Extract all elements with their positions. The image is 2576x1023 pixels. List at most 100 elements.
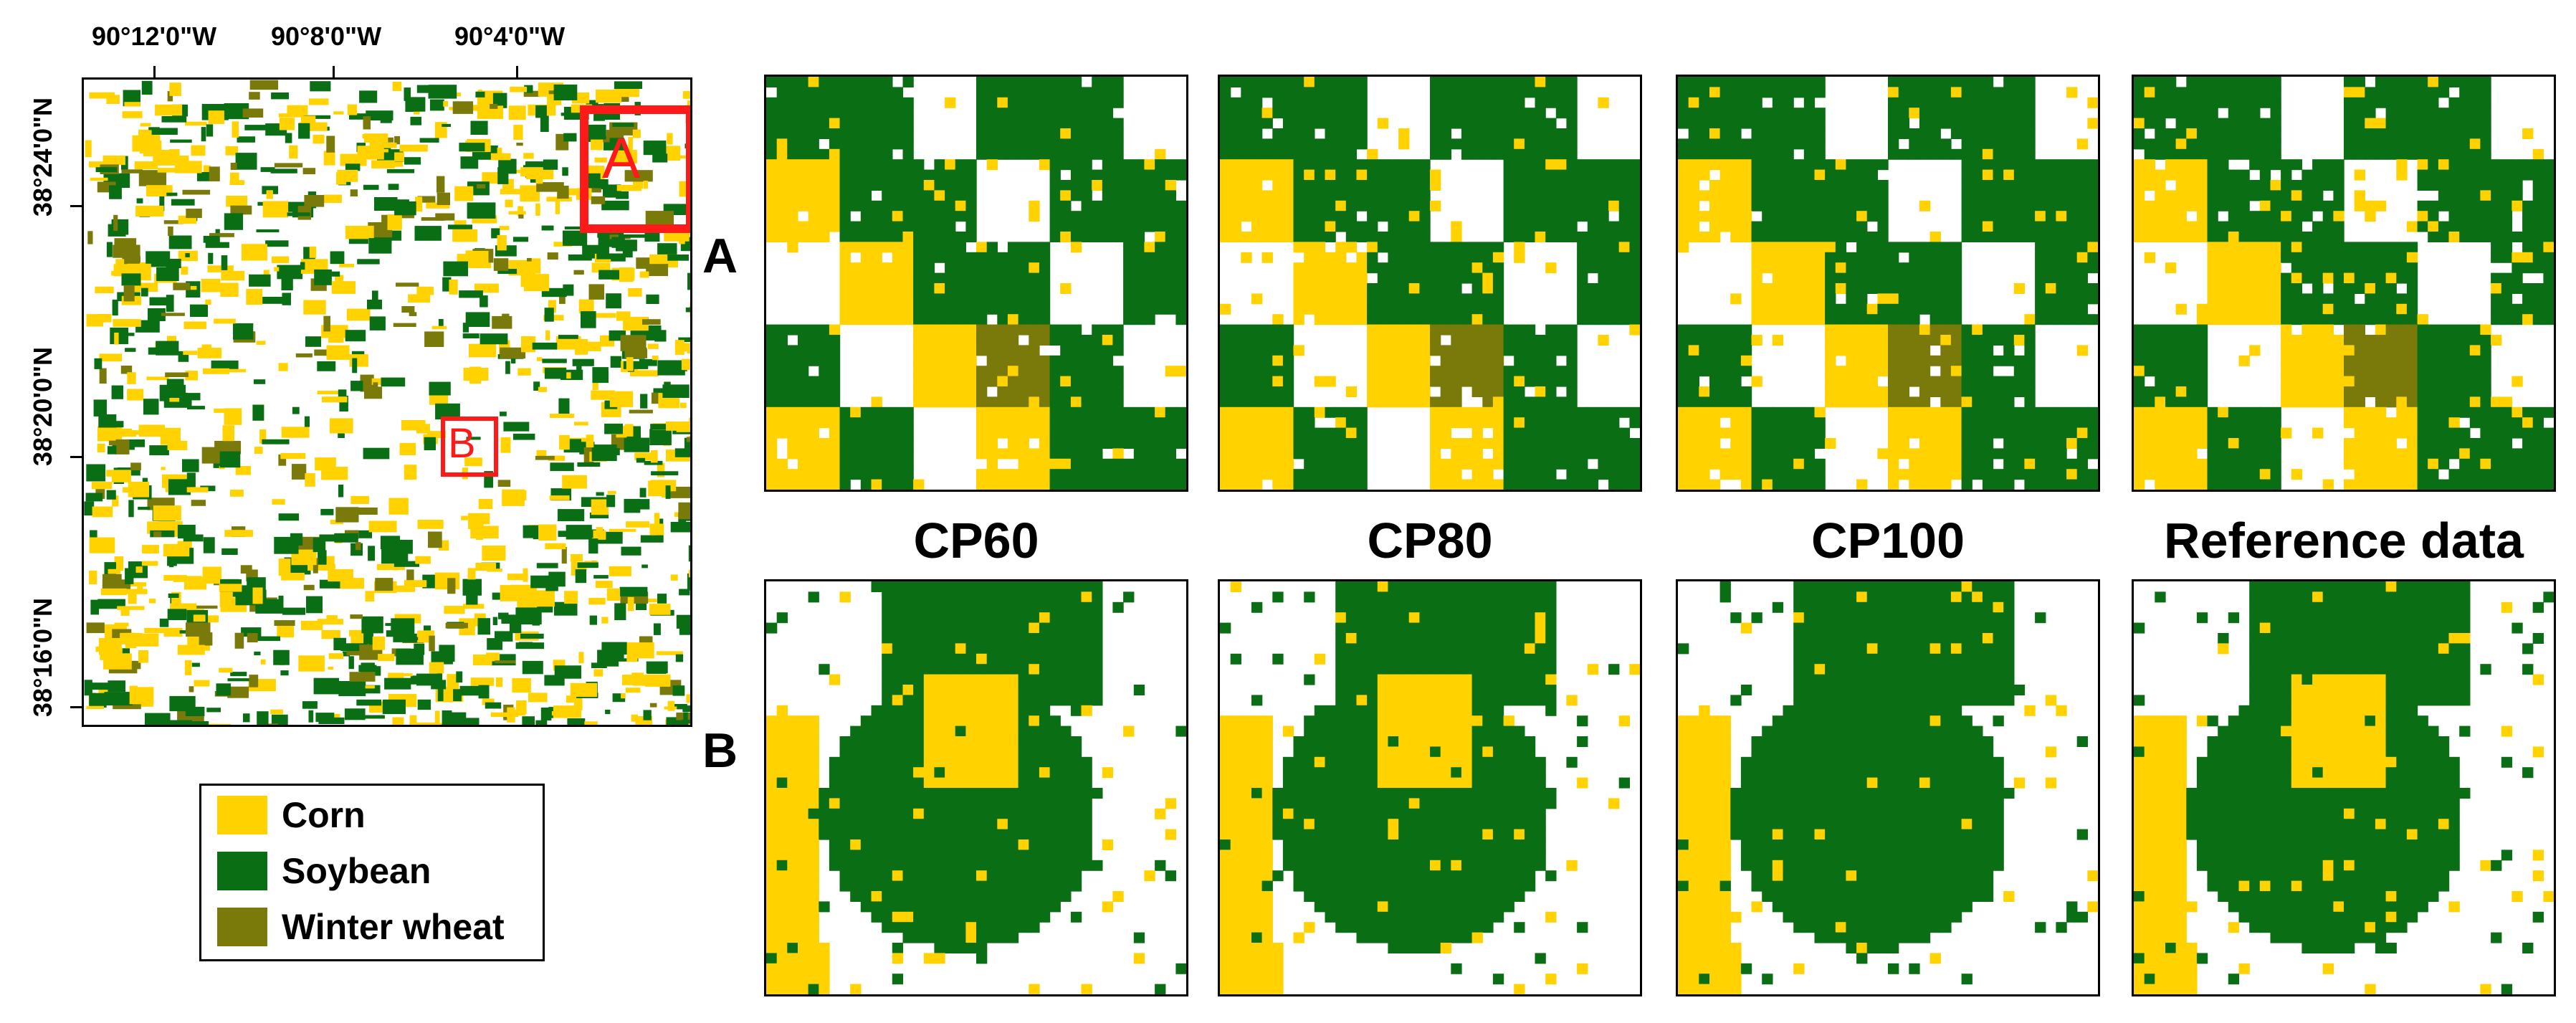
class-cell [2003,386,2015,397]
class-cell [1688,211,1699,222]
class-cell [1772,211,1784,222]
class-cell [2501,169,2513,181]
class-cell [934,211,945,222]
class-cell [1803,252,1816,263]
class-cell [1155,262,1166,274]
crop-patch [127,430,153,435]
crop-patch [186,487,209,493]
class-cell [1060,190,1072,201]
class-cell [892,118,904,129]
class-cell [913,221,925,232]
class-cell [1555,417,1568,429]
class-cell [2459,159,2471,171]
class-cell [860,200,872,211]
class-cell [1972,180,1983,191]
class-cell [1060,448,1072,460]
class-cell [839,159,851,171]
class-cell [1740,118,1752,129]
crop-patch [657,243,677,255]
class-cell [1220,355,1231,366]
class-cell [1335,262,1347,274]
class-cell [2175,138,2187,150]
crop-patch [639,487,647,498]
crop-patch [373,143,397,148]
class-cell [955,169,966,181]
class-cell [1950,366,1962,377]
class-cell [1102,366,1114,377]
crop-patch [127,389,144,401]
class-cell [1304,303,1315,315]
class-cell [1314,479,1326,490]
class-cell [2480,148,2491,160]
class-cell [1419,386,1431,397]
class-cell [2196,97,2208,108]
class-cell [2344,87,2355,98]
class-cell [1230,479,1241,490]
class-cell [1598,262,1609,274]
crop-patch [396,282,419,287]
class-cell [1514,138,1525,150]
class-cell [1877,386,1889,397]
class-cell [1751,272,1762,284]
class-cell [2035,469,2046,480]
crop-patch [532,342,558,350]
class-cell [1461,293,1473,305]
class-cell [1272,159,1284,171]
class-cell [2056,211,2067,222]
class-cell [2396,148,2408,160]
class-cell [1092,366,1103,377]
class-cell [1018,138,1029,150]
class-cell [1335,221,1347,232]
class-cell [1709,448,1721,460]
class-cell [776,232,788,242]
class-cell [787,366,798,377]
class-cell [1688,200,1699,211]
crop-patch [592,377,598,391]
crop-patch [303,115,331,119]
class-cell [1070,138,1082,150]
class-cell [2013,169,2026,181]
class-cell [776,138,788,150]
crop-patch [505,169,528,173]
class-cell [1940,406,1952,418]
class-cell [776,190,788,201]
class-cell [1535,200,1546,211]
class-cell [2013,118,2026,129]
class-cell [1112,97,1124,108]
class-cell [1430,335,1441,346]
class-cell [945,159,956,171]
crop-patch [273,650,290,665]
class-cell [1356,314,1368,325]
crop-patch [605,710,611,715]
class-cell [871,118,882,129]
class-cell [934,252,945,263]
class-cell [1112,448,1124,460]
class-cell [1165,417,1176,429]
class-cell [1688,108,1699,119]
class-cell [1241,200,1252,211]
crop-patch [431,325,447,330]
class-cell [1293,180,1304,191]
crop-patch [173,282,190,290]
class-cell [1877,211,1889,222]
class-cell [1898,283,1909,294]
class-cell [1719,77,1731,87]
crop-patch [544,308,554,322]
class-cell [1993,469,2004,480]
class-cell [1018,438,1029,449]
class-cell [1314,159,1326,171]
class-cell [1825,272,1836,284]
class-cell [1440,303,1451,315]
class-cell [1325,252,1336,263]
class-cell [1377,355,1389,366]
class-cell [1803,138,1816,150]
class-cell [1524,159,1536,171]
class-cell [1783,479,1794,490]
class-cell [1007,87,1019,98]
class-cell [1688,469,1699,480]
class-cell [902,262,914,274]
class-cell [839,169,851,181]
crop-patch [209,233,234,237]
class-cell [2259,138,2271,150]
class-cell [1993,97,2004,108]
